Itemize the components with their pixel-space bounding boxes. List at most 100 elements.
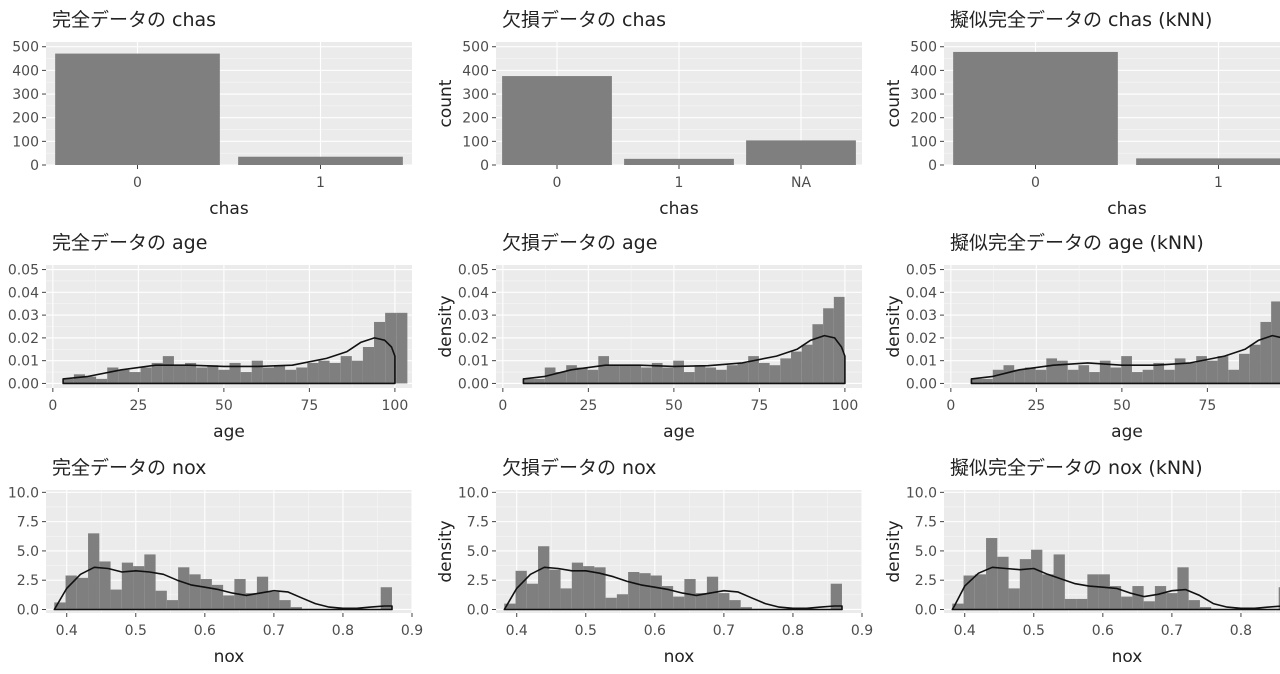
x-tick-label: 75 (300, 398, 318, 414)
histogram-bar (178, 567, 190, 610)
histogram-bar (1228, 369, 1240, 384)
histogram-bar (812, 324, 824, 384)
y-tick-label: 0.03 (8, 308, 39, 324)
histogram-bar (566, 365, 577, 384)
y-tick-label: 300 (462, 87, 489, 103)
histogram-bar (619, 365, 631, 384)
chart-title: 擬似完全データの chas (kNN) (950, 9, 1212, 31)
histogram-bar (718, 593, 730, 610)
x-tick-label: 0.9 (401, 623, 423, 639)
x-tick-label: 100 (832, 398, 859, 414)
y-tick-label: 0.0 (915, 602, 937, 618)
density-curve (970, 334, 1280, 385)
density-curve (53, 566, 393, 611)
histogram-bar (986, 538, 998, 610)
histogram-bar (1087, 574, 1099, 610)
y-tick-label: 0.0 (467, 602, 489, 618)
histogram-bar (99, 561, 111, 610)
y-tick-label: 400 (910, 63, 937, 79)
histogram-bar (1249, 344, 1261, 384)
histogram-bar (84, 376, 97, 384)
x-axis-title: chas (1107, 199, 1147, 219)
histogram-bar (285, 369, 297, 384)
histogram-bar (587, 369, 599, 384)
density-curve (951, 566, 1280, 611)
histogram-bar (716, 369, 727, 384)
histogram-bar (694, 365, 706, 384)
y-tick-label: 200 (910, 111, 937, 127)
histogram-bar (1154, 586, 1167, 610)
chart-panel-4: 欠損データの age 0.00 0.01 0.02 0.03 0.04 0.05 0 25 50 7… (436, 232, 862, 442)
chart-panel-1: 欠損データの chas 0 100 200 300 400 500 0 1 NA chas count (436, 9, 862, 219)
histogram-bar (515, 570, 527, 610)
chart-title: 完全データの age (52, 232, 207, 254)
y-tick-label: 0.04 (8, 285, 39, 301)
x-tick-label: 0 (498, 398, 507, 414)
chart-panel-8: 擬似完全データの nox (kNN) 0.0 2.5 5.0 7.5 10.0 0.4 0.5… (884, 457, 1280, 667)
histogram-bar (251, 360, 263, 384)
histogram-bar (211, 584, 224, 610)
histogram-bar (279, 600, 291, 610)
chart-title: 完全データの chas (52, 9, 216, 31)
x-tick-label: 1 (675, 175, 684, 191)
histogram-bar (726, 365, 738, 384)
x-tick-label: 0.6 (194, 623, 216, 639)
y-tick-label: 500 (12, 40, 39, 56)
histogram-bar (290, 607, 302, 610)
y-tick-label: 500 (910, 40, 937, 56)
histogram-bar (340, 356, 352, 384)
y-axis-title: density (884, 520, 904, 582)
y-tick-label: 10.0 (906, 485, 937, 501)
histogram-bar (628, 572, 640, 610)
density-curve (522, 334, 846, 385)
y-tick-label: 5.0 (17, 544, 39, 560)
histogram-bar (110, 589, 122, 610)
histogram-bar (380, 587, 392, 610)
y-tick-label: 0.00 (8, 376, 39, 392)
y-tick-label: 400 (462, 63, 489, 79)
x-axis-title: chas (209, 199, 249, 219)
histogram-bar (639, 573, 651, 610)
chart-panel-7: 欠損データの nox 0.0 2.5 5.0 7.5 10.0 0.4 0.5 0.6 0.7 0.… (436, 457, 873, 667)
x-tick-label: 0.5 (575, 623, 597, 639)
x-axis-title: age (213, 422, 245, 442)
histogram-bar (683, 372, 695, 384)
x-tick-label: 0.8 (782, 623, 804, 639)
histogram-bar (560, 588, 572, 610)
histogram-bar (538, 546, 550, 610)
histogram-bar (1121, 356, 1132, 384)
histogram-bar (1278, 587, 1280, 610)
y-tick-label: 0.00 (458, 376, 489, 392)
bar (55, 53, 220, 165)
histogram-bar (583, 566, 595, 610)
x-tick-label: 0 (1031, 175, 1040, 191)
y-tick-label: 500 (462, 40, 489, 56)
y-tick-label: 100 (462, 134, 489, 150)
x-tick-label: 50 (665, 398, 683, 414)
histogram-bar (1042, 574, 1054, 610)
histogram-bar (1057, 360, 1068, 384)
histogram-bar (504, 603, 516, 610)
histogram-bar (1099, 360, 1111, 384)
y-tick-label: 10.0 (458, 485, 489, 501)
histogram-bar (737, 362, 749, 384)
histogram-bar (189, 574, 201, 610)
x-tick-label: 0 (48, 398, 57, 414)
chart-title: 擬似完全データの nox (kNN) (950, 457, 1203, 479)
x-axis-title: age (1111, 422, 1143, 442)
histogram-bar (1109, 586, 1122, 610)
histogram-bar (661, 586, 674, 610)
bar (624, 158, 734, 165)
histogram-bar (594, 567, 606, 610)
y-tick-label: 0 (480, 158, 489, 174)
histogram-bar (748, 356, 759, 384)
histogram-bar (598, 356, 610, 384)
chart-panel-5: 擬似完全データの age (kNN) 0.00 0.01 0.02 0.03 0.04 0.… (884, 232, 1280, 442)
x-tick-label: 25 (579, 398, 597, 414)
x-tick-label: 0.4 (506, 623, 528, 639)
histogram-bar (1089, 372, 1100, 384)
chart-title: 欠損データの age (502, 232, 657, 254)
histogram-bar (1217, 356, 1229, 384)
histogram-bar (971, 378, 983, 384)
